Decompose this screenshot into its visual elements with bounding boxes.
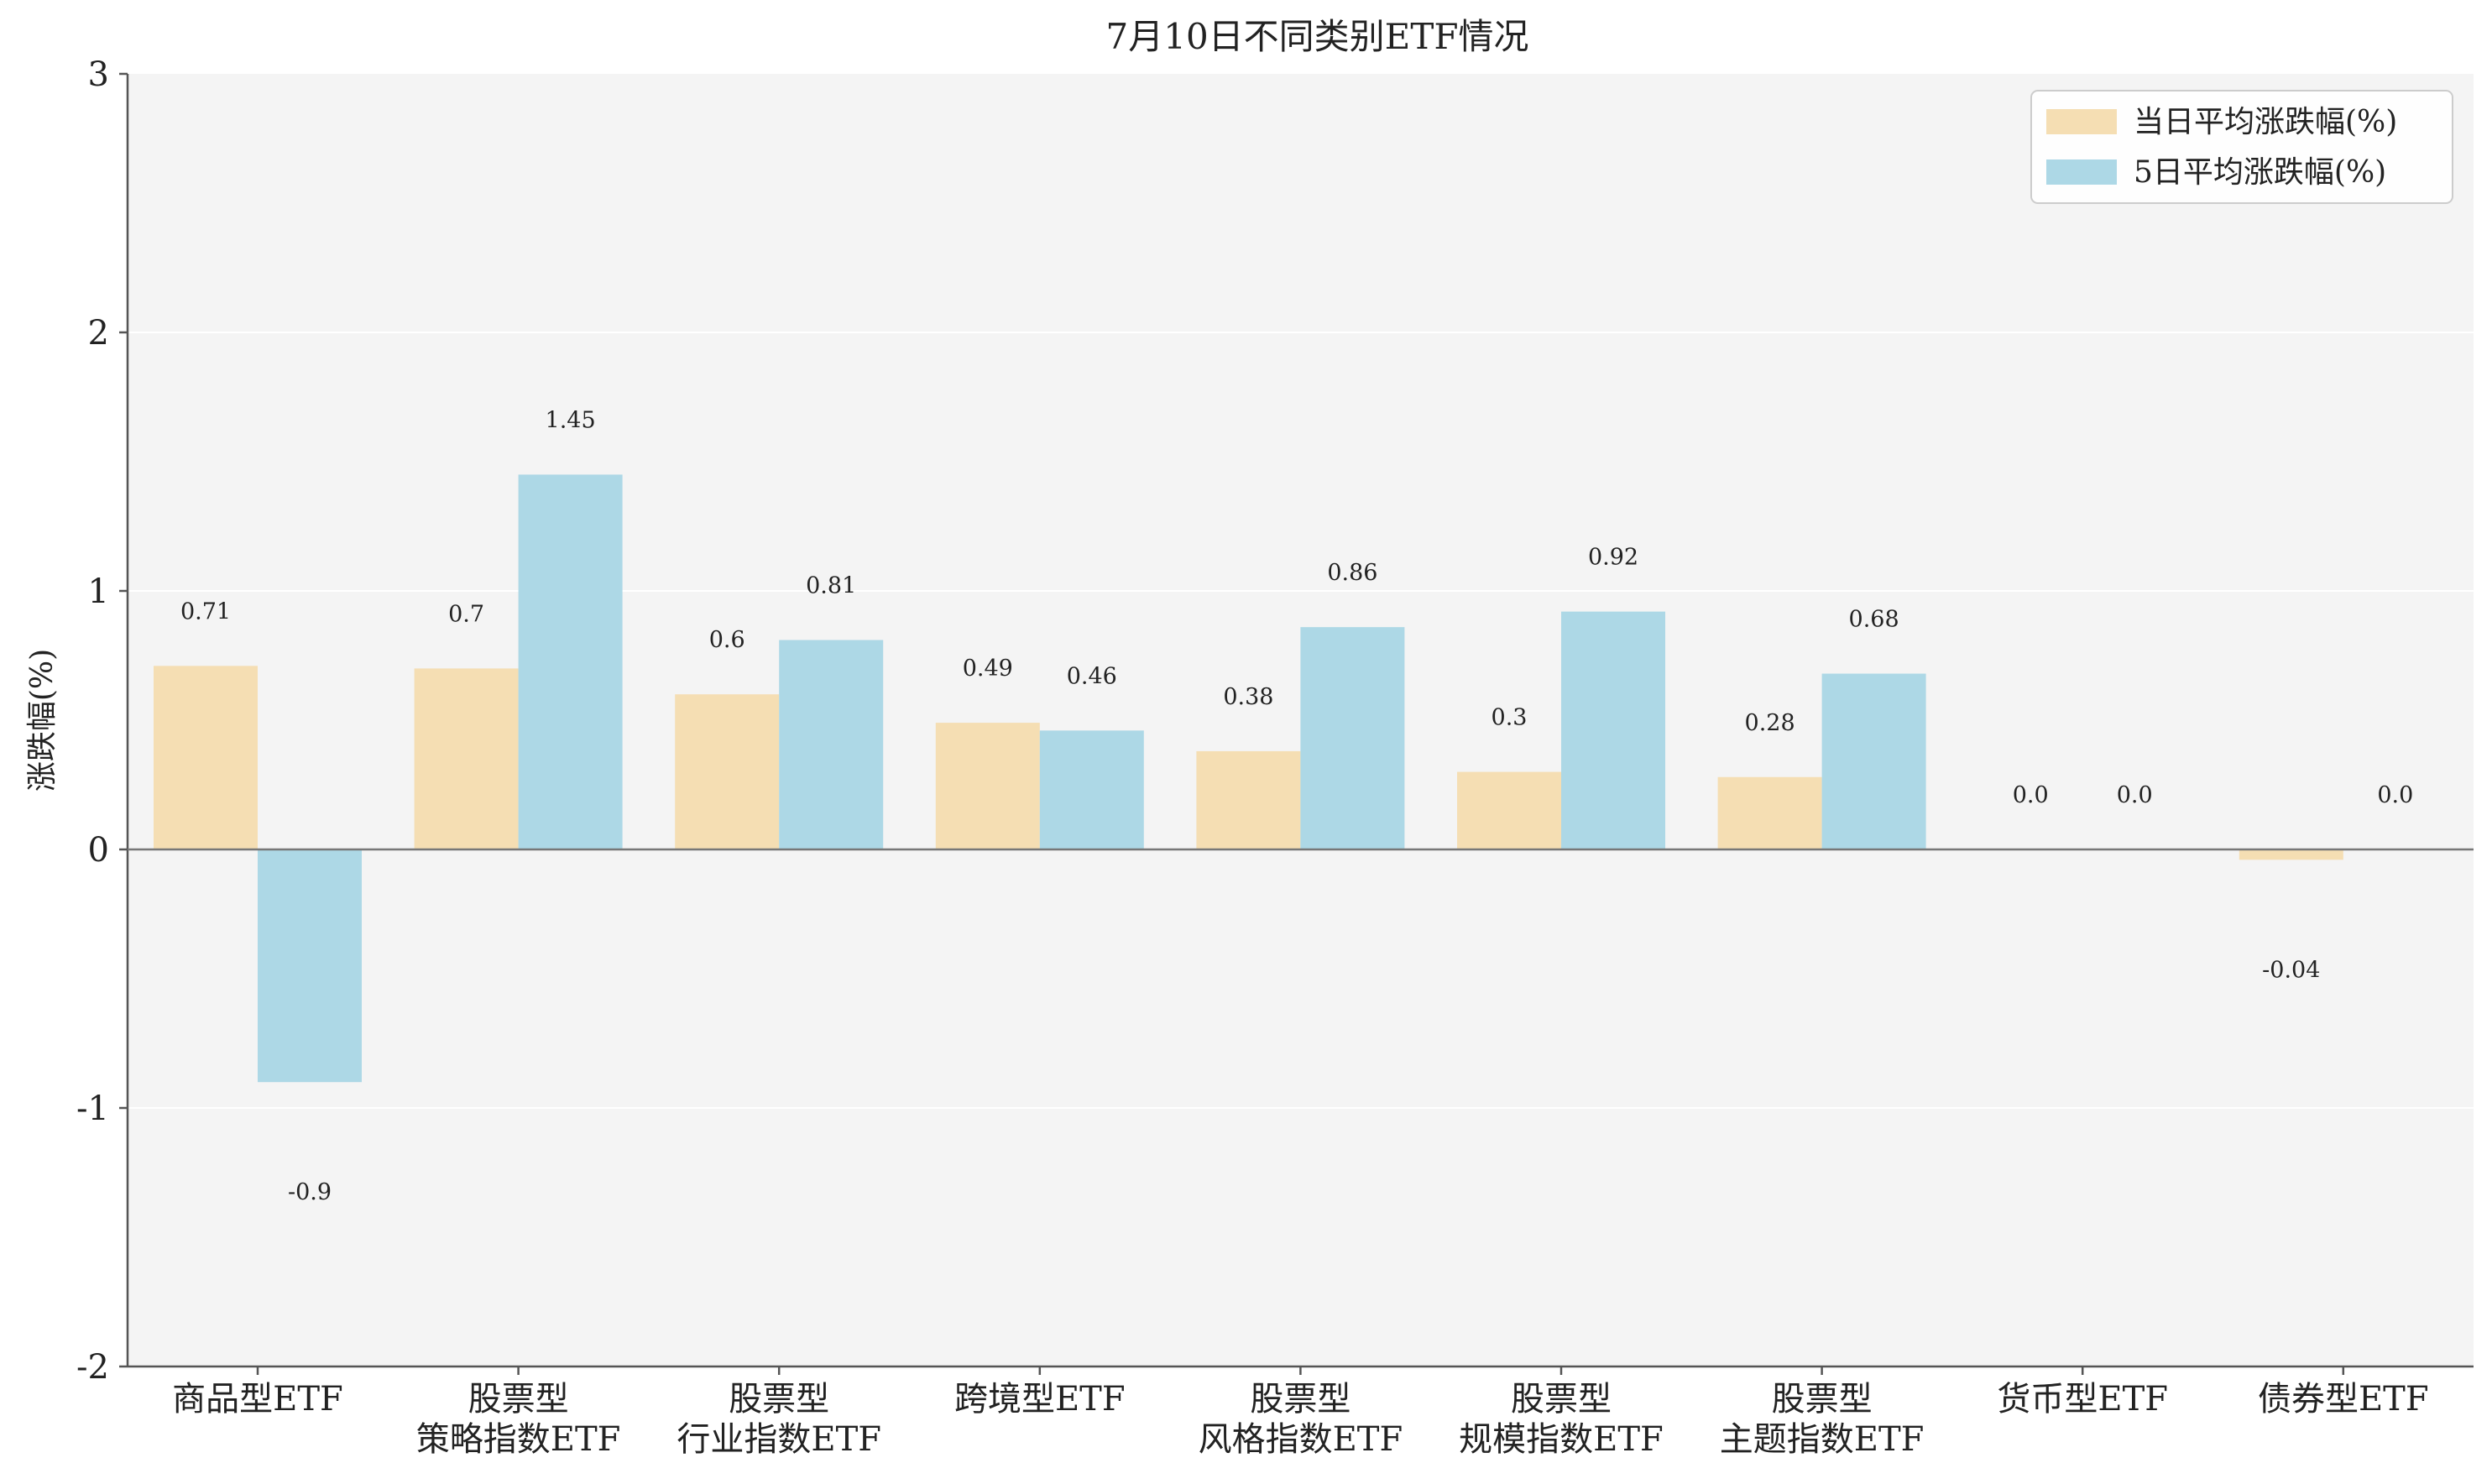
- x-tick-label: 货币型ETF: [1997, 1380, 2168, 1419]
- bar-s0-c2[interactable]: [675, 694, 780, 849]
- x-tick-label: 主题指数ETF: [1720, 1420, 1925, 1459]
- x-tick-label: 股票型: [1511, 1380, 1612, 1419]
- x-tick-label: 股票型: [729, 1380, 829, 1419]
- x-tick-label: 股票型: [468, 1380, 569, 1419]
- data-label: 0.38: [1223, 684, 1273, 710]
- y-tick-label: -2: [76, 1348, 109, 1387]
- data-label: 0.28: [1745, 710, 1795, 736]
- data-label: 0.0: [2013, 782, 2049, 808]
- bar-s1-c4[interactable]: [1300, 627, 1405, 849]
- data-label: 0.86: [1327, 560, 1377, 586]
- bar-s1-c1[interactable]: [518, 474, 623, 849]
- data-label: -0.04: [2262, 957, 2320, 983]
- x-tick-label: 股票型: [1772, 1380, 1873, 1419]
- data-label: 0.0: [2117, 782, 2153, 808]
- data-label: 0.68: [1849, 607, 1899, 633]
- y-tick-label: 3: [88, 55, 109, 94]
- legend-label-1: 5日平均涨跌幅(%): [2134, 155, 2386, 190]
- data-label: 0.46: [1067, 663, 1117, 689]
- data-label: 0.3: [1492, 705, 1528, 731]
- bar-s0-c4[interactable]: [1196, 750, 1301, 849]
- legend-label-0: 当日平均涨跌幅(%): [2134, 105, 2397, 139]
- bar-s1-c5[interactable]: [1561, 611, 1665, 849]
- y-tick-label: 1: [88, 572, 109, 611]
- legend-box: [2030, 90, 2453, 204]
- bar-s0-c1[interactable]: [414, 668, 519, 849]
- data-label: 0.81: [806, 573, 856, 599]
- x-tick-label: 策略指数ETF: [416, 1420, 621, 1459]
- y-axis-label: 涨跌幅(%): [25, 649, 60, 792]
- data-label: 1.45: [546, 407, 596, 433]
- y-tick-label: -1: [76, 1089, 109, 1128]
- x-tick-label: 债券型ETF: [2258, 1380, 2429, 1419]
- bar-s1-c2[interactable]: [779, 640, 884, 849]
- data-label: 0.0: [2377, 782, 2413, 808]
- data-label: 0.92: [1588, 545, 1638, 571]
- bar-s1-c0[interactable]: [258, 849, 362, 1083]
- chart-title: 7月10日不同类别ETF情况: [1106, 16, 1529, 57]
- x-tick-label: 商品型ETF: [172, 1380, 343, 1419]
- bar-s0-c5[interactable]: [1457, 771, 1561, 849]
- x-tick-label: 跨境型ETF: [954, 1380, 1126, 1419]
- legend-swatch-1: [2046, 159, 2117, 185]
- bar-s0-c0[interactable]: [154, 666, 258, 849]
- y-tick-label: 2: [88, 314, 109, 353]
- bar-s0-c8[interactable]: [2239, 849, 2343, 860]
- bar-s1-c6[interactable]: [1821, 673, 1926, 849]
- data-label: 0.7: [448, 601, 484, 627]
- x-tick-label: 规模指数ETF: [1459, 1420, 1664, 1459]
- data-label: 0.49: [963, 656, 1013, 682]
- x-tick-label: 行业指数ETF: [677, 1420, 881, 1459]
- bar-s0-c6[interactable]: [1717, 776, 1822, 849]
- data-label: -0.9: [288, 1179, 332, 1205]
- bar-s1-c3[interactable]: [1039, 730, 1144, 849]
- data-label: 0.71: [180, 598, 231, 624]
- x-tick-label: 风格指数ETF: [1199, 1420, 1403, 1459]
- bar-s0-c3[interactable]: [935, 723, 1040, 849]
- data-label: 0.6: [709, 627, 745, 653]
- legend-swatch-0: [2046, 109, 2117, 134]
- x-tick-label: 股票型: [1250, 1380, 1350, 1419]
- y-tick-label: 0: [88, 831, 109, 870]
